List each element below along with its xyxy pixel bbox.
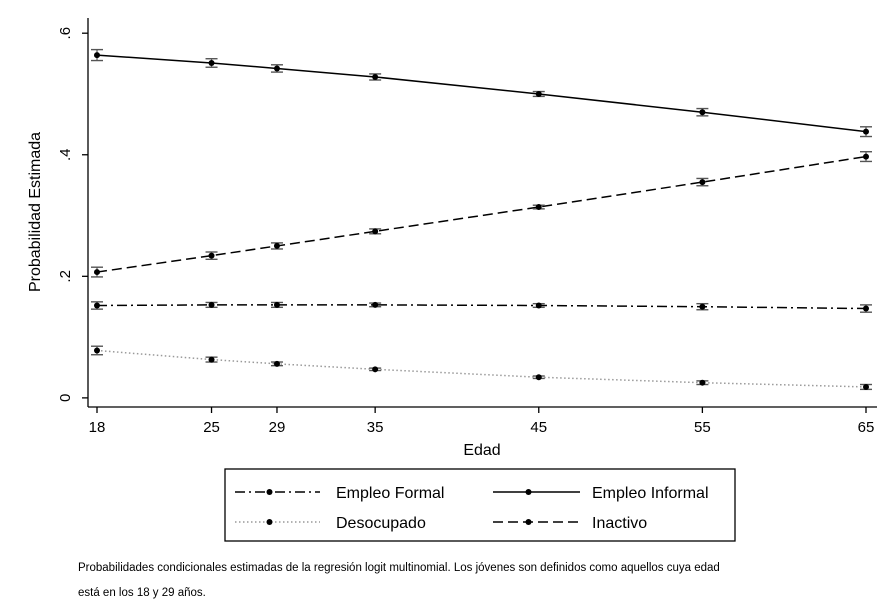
y-tick-label: .4 [57,149,74,162]
data-point [699,109,706,116]
data-point [535,204,542,211]
x-axis-label: Edad [463,442,500,459]
data-point [273,360,280,367]
data-point [372,73,379,80]
legend-item-empleo-formal: Empleo Formal [235,485,444,502]
x-tick-label: 29 [269,419,286,436]
legend-item-inactivo: Inactivo [493,515,647,532]
series-empleo-formal [91,301,872,313]
x-tick-label: 65 [858,419,875,436]
data-point [94,52,100,59]
legend-marker [266,489,273,495]
data-point [863,305,869,312]
x-tick-label: 55 [694,419,711,436]
data-point [372,228,379,235]
x-tick-label: 45 [530,419,547,436]
data-point [863,383,869,390]
legend-marker [525,519,532,525]
data-point [273,242,280,249]
data-point [535,90,542,97]
series-inactivo [91,151,872,278]
data-point [535,374,542,381]
y-tick-label: 0 [57,394,74,402]
data-point [699,303,706,310]
y-tick-label: .6 [57,27,74,40]
legend-label: Empleo Informal [592,485,709,502]
y-axis-label: Probabilidad Estimada [27,132,44,292]
legend-label: Inactivo [592,515,647,532]
data-point [699,179,706,186]
data-point [273,65,280,72]
data-point [208,252,215,259]
data-point [372,301,379,308]
y-ticks: 0 .2 .4 .6 [57,27,88,402]
legend-item-empleo-informal: Empleo Informal [493,485,709,502]
data-point [699,379,706,386]
data-point [208,301,215,308]
series-layer [91,48,872,391]
legend: Empleo Formal Empleo Informal Desocupado In… [224,468,736,542]
data-point [863,153,869,160]
x-tick-label: 18 [89,419,106,436]
series-line-desocupado [96,349,867,388]
axes: 0 .2 .4 .6 18 25 29 35 45 55 65 [57,18,877,436]
data-point [535,302,542,309]
y-tick-label: .2 [57,270,74,283]
series-empleo-informal [91,48,872,138]
legend-marker [525,489,532,495]
data-point [273,301,280,308]
legend-marker [266,519,273,525]
x-ticks: 18 25 29 35 45 55 65 [89,407,875,436]
data-point [94,302,100,309]
x-tick-label: 25 [203,419,220,436]
data-point [208,356,215,363]
figure-caption: Probabilidades condicionales estimadas d… [78,556,838,606]
data-point [94,269,100,276]
legend-box [224,468,736,542]
data-point [863,128,869,135]
data-point [208,59,215,66]
legend-label: Desocupado [336,515,426,532]
data-point [94,347,100,354]
x-tick-label: 35 [367,419,384,436]
caption-line-2: está en los 18 y 29 años. [78,587,206,599]
legend-label: Empleo Formal [336,485,444,502]
legend-item-desocupado: Desocupado [235,515,426,532]
data-point [372,366,379,373]
probability-chart: 0 .2 .4 .6 18 25 29 35 45 55 65 Edad Probabilidad… [27,18,877,542]
caption-line-1: Probabilidades condicionales estimadas d… [78,562,720,574]
series-desocupado [91,345,872,391]
